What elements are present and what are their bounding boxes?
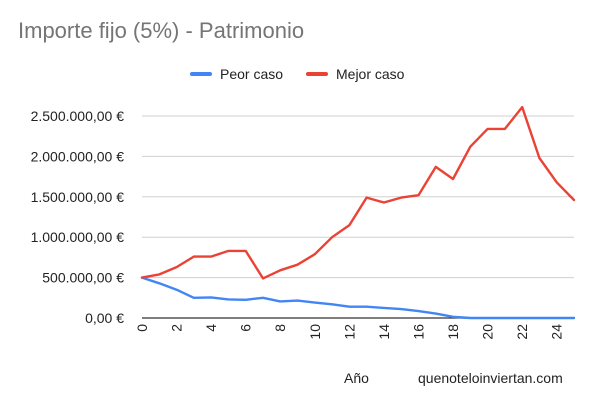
x-tick-label: 20 <box>480 324 496 340</box>
x-axis-title: Año <box>344 370 369 386</box>
y-tick-label: 500.000,00 € <box>42 270 124 286</box>
x-tick-label: 6 <box>238 324 254 332</box>
y-tick-label: 2.000.000,00 € <box>31 148 125 164</box>
legend-item-mejor-caso: Mejor caso <box>306 64 404 84</box>
y-tick-label: 2.500.000,00 € <box>31 108 125 124</box>
watermark: quenoteloinviertan.com <box>418 370 563 386</box>
x-tick-label: 18 <box>445 324 461 340</box>
legend: Peor caso Mejor caso <box>0 64 600 84</box>
x-tick-label: 24 <box>549 324 565 340</box>
x-tick-label: 4 <box>203 324 219 332</box>
x-tick-label: 16 <box>410 324 426 340</box>
series-line-peor-caso <box>140 276 576 320</box>
x-tick-label: 8 <box>272 324 288 332</box>
legend-swatch-peor-caso <box>190 72 212 76</box>
chart-title: Importe fijo (5%) - Patrimonio <box>18 18 305 43</box>
legend-item-peor-caso: Peor caso <box>190 64 283 84</box>
legend-label-mejor-caso: Mejor caso <box>336 66 405 82</box>
y-tick-label: 0,00 € <box>85 310 124 326</box>
legend-label-peor-caso: Peor caso <box>220 66 284 82</box>
y-tick-label: 1.500.000,00 € <box>31 189 125 205</box>
legend-swatch-mejor-caso <box>306 72 328 76</box>
x-tick-label: 14 <box>376 324 392 340</box>
x-tick-label: 10 <box>307 324 323 340</box>
series-line-mejor-caso <box>140 105 576 280</box>
x-tick-label: 0 <box>134 324 150 332</box>
x-tick-label: 2 <box>169 324 185 332</box>
y-tick-label: 1.000.000,00 € <box>31 229 125 245</box>
x-tick-label: 22 <box>514 324 530 340</box>
x-tick-label: 12 <box>341 324 357 340</box>
